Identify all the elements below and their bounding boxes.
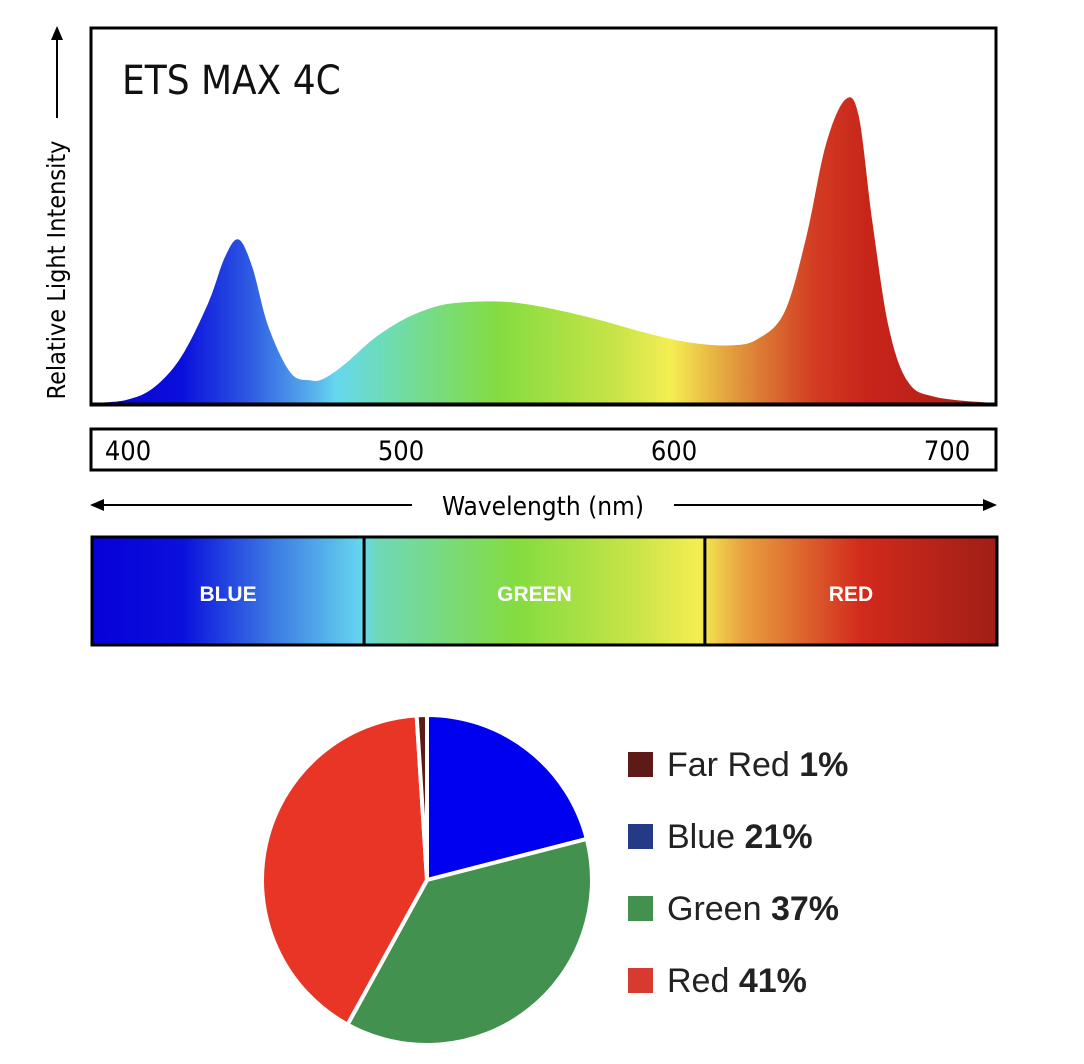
x-axis-label: Wavelength (nm) (442, 492, 644, 522)
spectrum-area (93, 97, 993, 403)
x-tick-label: 400 (105, 436, 151, 467)
pie-slice-red (260, 713, 429, 1027)
legend-item: Far Red 1% (667, 746, 848, 784)
legend-swatch (628, 824, 653, 849)
x-tick-label: 600 (651, 436, 697, 467)
band-label-blue: BLUE (199, 583, 256, 606)
color-band-bar (92, 537, 997, 645)
x-axis-arrow-left-icon (90, 499, 104, 511)
x-axis-arrow-right-icon (983, 499, 997, 511)
pie-slice-green (345, 836, 594, 1047)
y-axis-arrow-head-icon (51, 26, 63, 40)
legend-swatch (628, 896, 653, 921)
band-label-green: GREEN (497, 583, 572, 606)
x-tick-label: 500 (378, 436, 424, 467)
chart-title: ETS MAX 4C (122, 58, 341, 104)
color-band-frame (90, 535, 999, 647)
x-tick-label: 700 (924, 436, 970, 467)
legend-item: Blue 21% (667, 818, 813, 856)
y-axis-label: Relative Light Intensity (42, 141, 71, 400)
legend-swatch (628, 968, 653, 993)
legend-item: Green 37% (667, 890, 839, 928)
legend-swatch (628, 752, 653, 777)
legend-item: Red 41% (667, 962, 807, 1000)
pie-slice-far-red (414, 713, 429, 882)
x-axis-tick-box (89, 427, 998, 472)
band-label-red: RED (829, 583, 873, 606)
pie-slice-blue (425, 713, 589, 882)
